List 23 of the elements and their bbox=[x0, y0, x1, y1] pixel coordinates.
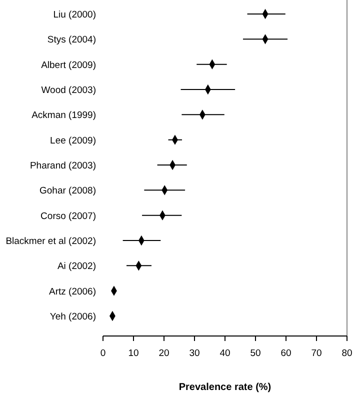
y-tick-label: Albert (2009) bbox=[41, 60, 96, 71]
x-tick-label: 60 bbox=[280, 348, 292, 359]
x-tick-label: 30 bbox=[189, 348, 200, 359]
y-tick-label: Liu (2000) bbox=[53, 10, 96, 20]
y-tick-label: Lee (2009) bbox=[50, 135, 96, 146]
y-tick-label: Blackmer et al (2002) bbox=[6, 236, 96, 247]
x-tick-label: 70 bbox=[311, 348, 322, 359]
x-tick-label: 20 bbox=[158, 348, 170, 359]
y-tick-label: Ai (2002) bbox=[57, 261, 96, 272]
x-tick-label: 80 bbox=[342, 348, 352, 359]
y-tick-label: Wood (2003) bbox=[41, 85, 96, 96]
y-tick-label: Ackman (1999) bbox=[32, 110, 96, 122]
y-tick-label: Pharand (2003) bbox=[30, 160, 96, 172]
y-tick-label: Corso (2007) bbox=[40, 210, 96, 222]
x-tick-label: 40 bbox=[220, 348, 230, 359]
x-axis-title: Prevalence rate (%) bbox=[178, 382, 272, 393]
x-tick-label: 10 bbox=[128, 348, 139, 359]
x-tick-label: 0 bbox=[100, 348, 106, 359]
x-tick-label: 50 bbox=[250, 348, 261, 359]
y-tick-label: Gohar (2008) bbox=[39, 186, 96, 197]
y-tick-label: Artz (2006) bbox=[49, 286, 96, 298]
y-tick-label: Stys (2004) bbox=[47, 34, 96, 46]
y-tick-label: Yeh (2006) bbox=[50, 312, 96, 322]
